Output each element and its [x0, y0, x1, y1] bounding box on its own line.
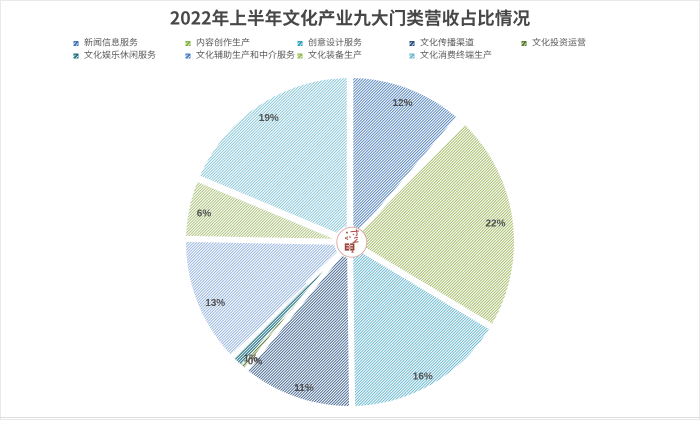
svg-text:0%: 0% — [248, 356, 263, 367]
svg-text:1%: 1% — [243, 354, 258, 365]
svg-text:12%: 12% — [392, 98, 412, 109]
svg-text:13%: 13% — [205, 298, 225, 309]
svg-text:22%: 22% — [485, 218, 505, 229]
svg-text:16%: 16% — [413, 371, 433, 382]
svg-text:19%: 19% — [259, 113, 279, 124]
svg-text:6%: 6% — [197, 209, 212, 220]
svg-text:11%: 11% — [294, 383, 314, 394]
